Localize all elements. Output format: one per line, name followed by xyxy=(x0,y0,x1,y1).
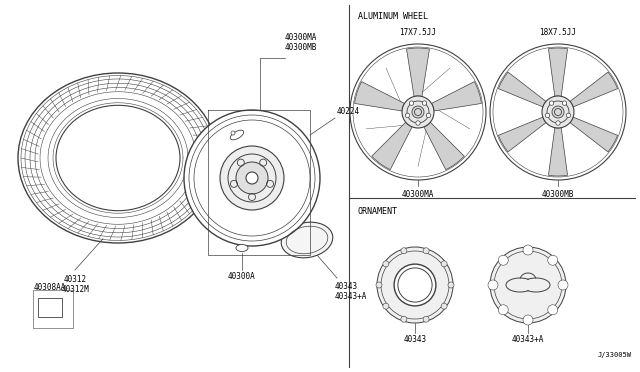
Text: 40300MA
40300MB: 40300MA 40300MB xyxy=(285,33,317,52)
Circle shape xyxy=(499,255,508,265)
Text: ORNAMENT: ORNAMENT xyxy=(358,207,398,216)
Circle shape xyxy=(441,261,447,267)
Polygon shape xyxy=(431,81,481,111)
Circle shape xyxy=(490,44,626,180)
Text: 17X7.5JJ: 17X7.5JJ xyxy=(399,28,436,37)
Circle shape xyxy=(377,247,453,323)
Bar xyxy=(33,290,73,328)
Circle shape xyxy=(563,101,566,105)
Circle shape xyxy=(423,248,429,254)
Circle shape xyxy=(423,316,429,322)
Text: 18X7.5JJ: 18X7.5JJ xyxy=(540,28,577,37)
Circle shape xyxy=(545,113,550,118)
Text: J/33005W: J/33005W xyxy=(598,352,632,358)
Circle shape xyxy=(402,96,434,128)
Bar xyxy=(38,298,62,317)
Circle shape xyxy=(549,101,554,105)
Polygon shape xyxy=(570,117,618,152)
Polygon shape xyxy=(499,117,546,152)
Text: 40343: 40343 xyxy=(403,335,427,344)
Circle shape xyxy=(441,303,447,309)
Polygon shape xyxy=(406,48,429,96)
Ellipse shape xyxy=(230,130,244,140)
Circle shape xyxy=(416,121,420,125)
Text: 40308AA: 40308AA xyxy=(34,283,66,292)
Polygon shape xyxy=(355,81,404,111)
Polygon shape xyxy=(372,122,412,170)
Text: 40300MA: 40300MA xyxy=(402,190,434,199)
Polygon shape xyxy=(499,72,546,107)
Ellipse shape xyxy=(236,244,248,251)
Circle shape xyxy=(488,280,498,290)
Circle shape xyxy=(490,247,566,323)
Circle shape xyxy=(523,315,533,325)
Circle shape xyxy=(405,113,410,118)
Circle shape xyxy=(558,280,568,290)
Polygon shape xyxy=(548,48,568,96)
Circle shape xyxy=(383,303,389,309)
Circle shape xyxy=(383,261,389,267)
Circle shape xyxy=(410,101,413,105)
Circle shape xyxy=(422,101,427,105)
Circle shape xyxy=(401,316,407,322)
Circle shape xyxy=(542,96,574,128)
Circle shape xyxy=(220,146,284,210)
Text: 40312
40312M: 40312 40312M xyxy=(61,275,89,294)
Polygon shape xyxy=(424,122,464,170)
Text: 40300A: 40300A xyxy=(228,272,256,281)
Circle shape xyxy=(412,106,424,118)
Circle shape xyxy=(394,264,436,306)
Circle shape xyxy=(184,110,320,246)
Ellipse shape xyxy=(18,73,218,243)
Text: 40300MB: 40300MB xyxy=(542,190,574,199)
Circle shape xyxy=(566,113,571,118)
Circle shape xyxy=(556,121,560,125)
Text: ALUMINUM WHEEL: ALUMINUM WHEEL xyxy=(358,12,428,21)
Circle shape xyxy=(548,255,557,265)
Text: 40311: 40311 xyxy=(196,147,219,156)
Ellipse shape xyxy=(56,105,180,211)
Polygon shape xyxy=(548,128,568,176)
Circle shape xyxy=(426,113,431,118)
Circle shape xyxy=(376,282,382,288)
Ellipse shape xyxy=(281,222,333,258)
Circle shape xyxy=(523,245,533,255)
Polygon shape xyxy=(570,72,618,107)
Circle shape xyxy=(401,248,407,254)
Circle shape xyxy=(552,106,564,118)
Circle shape xyxy=(350,44,486,180)
Text: 40343
40343+A: 40343 40343+A xyxy=(335,282,367,301)
Circle shape xyxy=(246,172,258,184)
Circle shape xyxy=(448,282,454,288)
Text: 40343+A: 40343+A xyxy=(512,335,544,344)
Circle shape xyxy=(499,305,508,315)
Text: 40224: 40224 xyxy=(337,107,360,116)
Circle shape xyxy=(231,131,235,135)
Circle shape xyxy=(548,305,557,315)
Circle shape xyxy=(236,162,268,194)
